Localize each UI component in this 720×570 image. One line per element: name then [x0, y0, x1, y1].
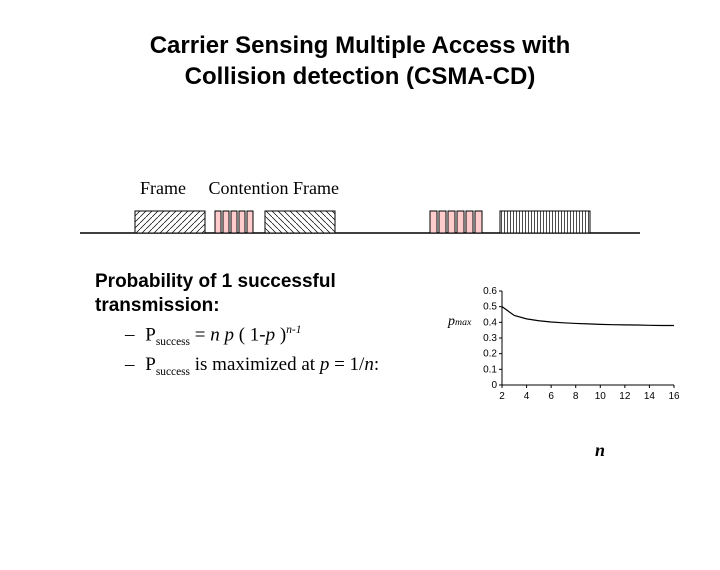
probability-section: Probability of 1 successful transmission… [95, 270, 445, 377]
svg-text:0.4: 0.4 [483, 317, 497, 328]
formula-line-2: – Psuccess is maximized at p = 1/n: [125, 354, 445, 378]
svg-text:14: 14 [644, 391, 656, 402]
svg-text:12: 12 [619, 391, 631, 402]
svg-text:0.1: 0.1 [483, 364, 497, 375]
svg-text:6: 6 [548, 391, 554, 402]
svg-text:0.2: 0.2 [483, 349, 497, 360]
svg-text:0.6: 0.6 [483, 286, 497, 297]
svg-text:0.3: 0.3 [483, 333, 497, 344]
svg-text:2: 2 [499, 391, 505, 402]
label-contention-frame: Contention Frame [208, 178, 338, 199]
timeline-labels: Frame Contention Frame [140, 178, 339, 199]
title-line-2: Collision detection (CSMA-CD) [185, 63, 536, 90]
chart-xlabel: n [595, 440, 605, 461]
svg-text:4: 4 [524, 391, 530, 402]
svg-text:10: 10 [595, 391, 607, 402]
svg-text:0: 0 [491, 380, 497, 391]
svg-text:0.5: 0.5 [483, 302, 497, 313]
probability-heading: Probability of 1 successful transmission… [95, 270, 445, 318]
svg-text:8: 8 [573, 391, 579, 402]
slide-title: Carrier Sensing Multiple Access with Col… [0, 30, 720, 92]
formula-line-1: – Psuccess = n p ( 1-p )n-1 [125, 324, 445, 348]
svg-text:16: 16 [668, 391, 680, 402]
timeline-diagram [80, 205, 650, 241]
chart-ylabel: pmax [448, 314, 471, 330]
label-frame: Frame [140, 178, 186, 199]
pmax-chart: 0 0.1 0.2 0.3 0.4 0.5 0.6 2 4 6 8 10 12 14 16 [470, 285, 680, 435]
title-line-1: Carrier Sensing Multiple Access with [150, 32, 571, 59]
